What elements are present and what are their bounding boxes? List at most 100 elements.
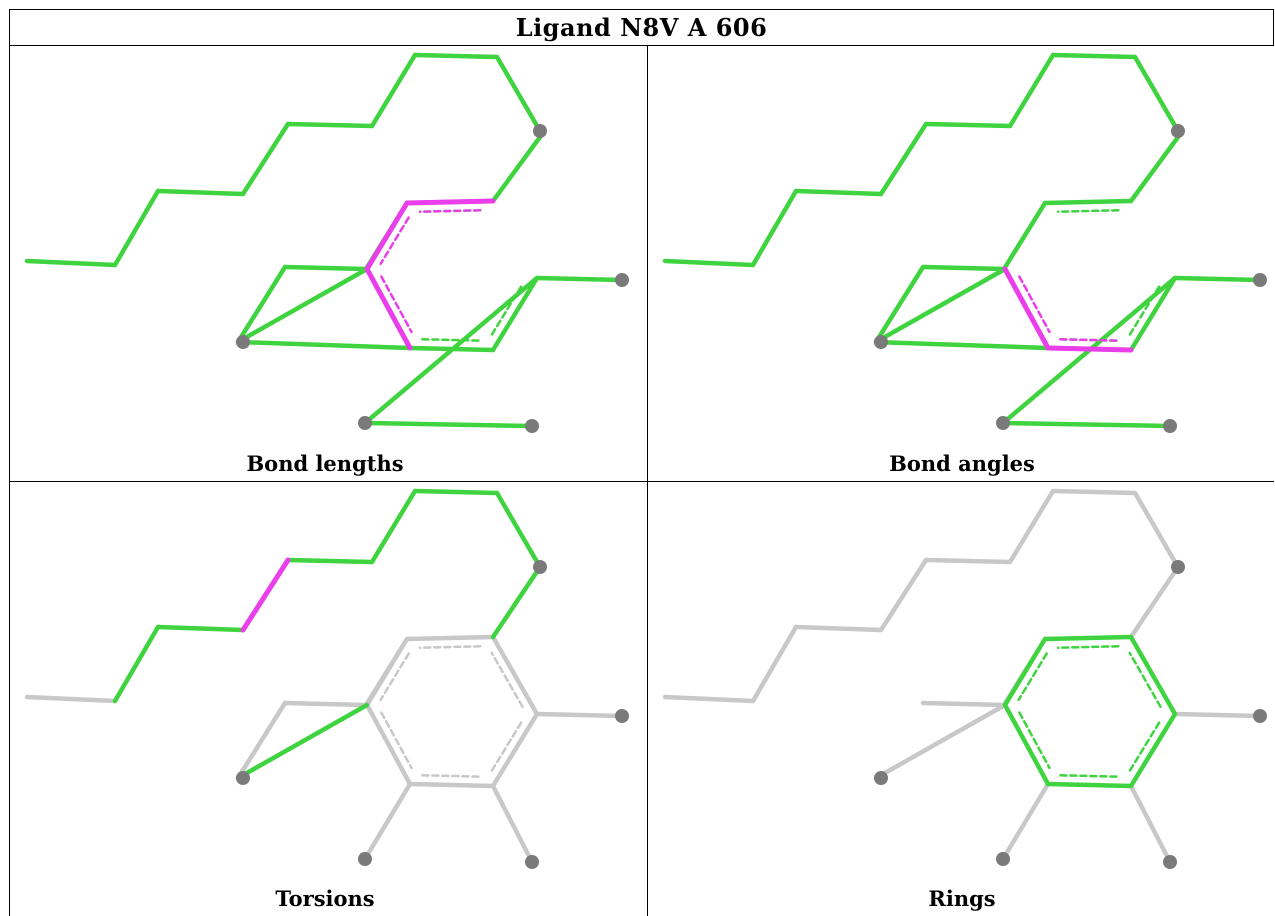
atom-ball (533, 560, 547, 574)
bond-outlier (1045, 345, 1134, 353)
bond-ok (235, 264, 288, 345)
bond-ok (923, 121, 1013, 129)
bond-ok (1002, 702, 1051, 787)
aromatic-bond-outlier (1059, 338, 1120, 342)
atom-ball (996, 416, 1010, 430)
atom-ball (236, 335, 250, 349)
bond-ok (369, 52, 418, 129)
bond-ok (235, 702, 370, 781)
aromatic-bond-neutral (379, 652, 410, 702)
bond-neutral (750, 624, 799, 704)
atom-ball (533, 124, 547, 138)
bond-ok (490, 564, 543, 640)
border-top (9, 9, 1274, 10)
bond-neutral (923, 557, 1013, 565)
bond-ok (490, 275, 540, 353)
bond-neutral (1050, 488, 1138, 496)
bond-ok (155, 624, 246, 633)
bond-neutral (490, 711, 540, 789)
bond-neutral (235, 700, 288, 781)
bond-ok (873, 264, 926, 345)
bond-ok (1001, 200, 1048, 272)
bond-ok (362, 275, 540, 426)
bond-ok (412, 488, 500, 496)
atom-ball (525, 419, 539, 433)
bond-neutral (662, 694, 756, 704)
bond-neutral (282, 700, 369, 708)
aromatic-bond-ok (1056, 645, 1120, 649)
bond-ok (662, 258, 756, 268)
aromatic-bond-neutral (418, 645, 482, 649)
aromatic-bond-neutral (421, 774, 482, 778)
atom-ball (1163, 419, 1177, 433)
atom-ball (874, 335, 888, 349)
aromatic-bond-ok (1018, 711, 1051, 770)
bond-ok (1050, 52, 1138, 60)
aromatic-bond-outlier (1018, 275, 1051, 334)
bond-ok (1000, 420, 1173, 429)
rings-panel (662, 488, 1267, 869)
bond-neutral (490, 783, 535, 865)
bond-ok (534, 275, 625, 283)
bond-ok (285, 557, 375, 565)
bond-neutral (1128, 564, 1181, 640)
bond-ok (1128, 711, 1178, 789)
bond-neutral (364, 702, 413, 787)
figure-title: Ligand N8V A 606 (515, 12, 768, 42)
bond-ok (285, 121, 375, 129)
aromatic-bond-ok (1056, 209, 1120, 213)
aromatic-bond-ok (1059, 774, 1120, 778)
bond-neutral (362, 781, 413, 862)
aromatic-bond-neutral (380, 711, 413, 770)
bond-neutral (364, 636, 410, 708)
bond-neutral (404, 634, 496, 642)
bond-ok (155, 188, 246, 197)
bond-neutral (490, 634, 540, 717)
bond-neutral (1128, 783, 1173, 865)
atom-ball (615, 273, 629, 287)
atom-ball (1253, 709, 1267, 723)
aromatic-bond-outlier (380, 275, 413, 334)
atom-ball (358, 416, 372, 430)
bond-ok (1045, 781, 1134, 789)
bond-ok (369, 488, 418, 565)
aromatic-bond-outlier (418, 209, 482, 213)
atom-ball (874, 771, 888, 785)
bond-ok (878, 121, 929, 197)
bond-angles-panel (662, 52, 1267, 433)
aromatic-bond-ok (421, 338, 482, 342)
aromatic-bond-ok (1128, 651, 1162, 709)
bond-outlier (240, 557, 291, 633)
border-row-divider (9, 481, 1274, 482)
caption-rings: Rings (928, 886, 996, 911)
bond-ok (920, 264, 1007, 272)
torsions-panel (24, 488, 629, 869)
caption-bond-lengths: Bond lengths (246, 451, 404, 476)
bond-outlier (1002, 266, 1051, 351)
caption-torsions: Torsions (275, 886, 375, 911)
border-title-bottom (9, 45, 1274, 46)
border-left (9, 9, 10, 916)
bond-ok (1002, 636, 1048, 708)
bond-neutral (1172, 711, 1263, 719)
aromatic-bond-neutral (490, 651, 524, 709)
bond-lengths-panel (24, 52, 629, 433)
bond-ok (240, 121, 291, 197)
atom-ball (525, 855, 539, 869)
bond-outlier (364, 200, 410, 272)
bond-ok (1128, 275, 1178, 353)
bond-neutral (878, 557, 929, 633)
bond-ok (1042, 198, 1134, 206)
bond-neutral (534, 711, 625, 719)
bond-ok (793, 188, 884, 197)
bond-neutral (793, 624, 884, 633)
atom-ball (1163, 855, 1177, 869)
bond-neutral (873, 702, 1008, 781)
aromatic-bond-outlier (379, 216, 410, 266)
bond-neutral (1000, 781, 1051, 862)
bond-ok (112, 188, 161, 268)
aromatic-bond-neutral (490, 718, 524, 772)
aromatic-bond-ok (1128, 718, 1162, 772)
bond-ok (24, 258, 118, 268)
bond-neutral (24, 694, 118, 704)
